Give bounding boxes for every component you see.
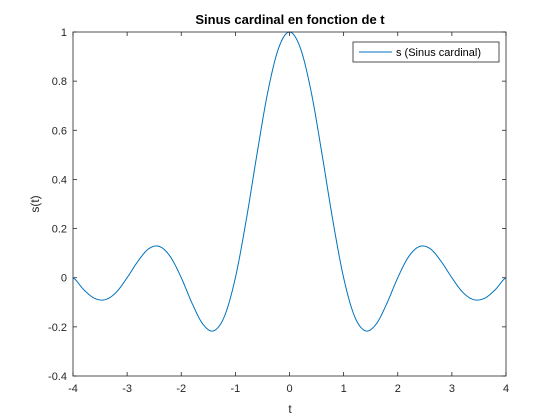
x-tick-label: 4 (503, 383, 509, 395)
y-tick-label: 0.2 (52, 224, 67, 236)
plot-area (73, 32, 506, 376)
y-tick-label: 0 (61, 273, 67, 285)
y-tick-label: -0.4 (48, 371, 67, 383)
x-tick-label: -4 (68, 383, 78, 395)
y-tick-label: 0.8 (52, 76, 67, 88)
legend: s (Sinus cardinal) (352, 41, 500, 63)
x-axis-label: t (288, 402, 292, 416)
x-tick-label: -2 (176, 383, 186, 395)
legend-label: s (Sinus cardinal) (396, 47, 481, 59)
x-tick-label: -3 (122, 383, 132, 395)
y-tick-label: 0.6 (52, 125, 67, 137)
x-tick-label: 3 (449, 383, 455, 395)
x-tick-label: 2 (395, 383, 401, 395)
x-tick-label: 0 (286, 383, 292, 395)
x-tick-label: 1 (341, 383, 347, 395)
y-tick-label: -0.2 (48, 322, 67, 334)
y-axis-label: s(t) (28, 195, 42, 212)
plot-border (72, 31, 507, 377)
x-tick-label: -1 (230, 383, 240, 395)
legend-box (352, 41, 500, 63)
chart-title: Sinus cardinal en fonction de t (195, 12, 385, 27)
y-tick-label: 1 (61, 27, 67, 39)
y-tick-label: 0.4 (52, 174, 67, 186)
